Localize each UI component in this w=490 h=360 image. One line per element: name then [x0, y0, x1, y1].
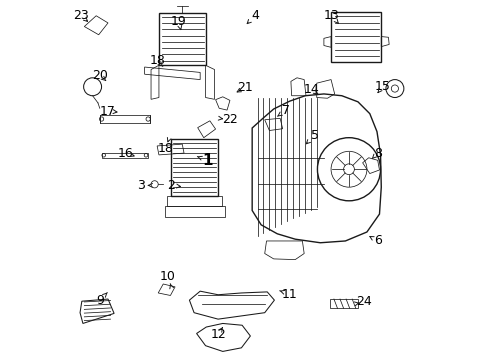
Bar — [101, 153, 148, 158]
Bar — [167, 196, 222, 206]
Text: 19: 19 — [171, 15, 187, 28]
Text: 17: 17 — [100, 105, 116, 118]
Bar — [172, 139, 218, 196]
Text: 24: 24 — [356, 296, 372, 309]
Text: 13: 13 — [323, 9, 339, 22]
Text: 6: 6 — [374, 234, 382, 247]
Bar — [165, 206, 224, 217]
Text: 8: 8 — [374, 147, 382, 159]
Text: 16: 16 — [118, 147, 134, 159]
Bar — [330, 299, 358, 309]
Text: 5: 5 — [311, 129, 319, 142]
Text: 1: 1 — [202, 153, 213, 168]
Text: 7: 7 — [282, 104, 290, 117]
Text: 4: 4 — [252, 9, 260, 22]
Text: 14: 14 — [303, 83, 319, 96]
Text: 15: 15 — [375, 80, 391, 93]
Text: 18: 18 — [157, 142, 173, 155]
Text: 9: 9 — [96, 294, 104, 307]
Text: 18: 18 — [149, 54, 165, 67]
Text: 23: 23 — [73, 9, 89, 22]
Text: 20: 20 — [92, 69, 108, 82]
Text: 12: 12 — [210, 328, 226, 341]
Text: 10: 10 — [160, 270, 176, 283]
Text: 22: 22 — [222, 113, 238, 126]
Text: 2: 2 — [168, 179, 175, 192]
Text: 11: 11 — [282, 288, 298, 301]
Bar — [100, 116, 150, 123]
Text: 3: 3 — [137, 179, 145, 192]
Text: 21: 21 — [237, 81, 253, 94]
